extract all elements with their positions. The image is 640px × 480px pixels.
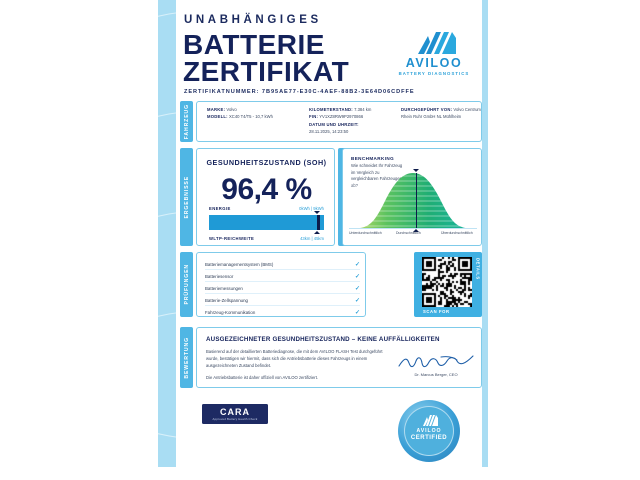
vehicle-odometer-value: 7.384 km (354, 107, 372, 112)
vehicle-performed-value: Volvo Centrum (453, 107, 481, 112)
range-label: WLTP-REICHWEITE (209, 236, 255, 241)
vehicle-col-left: MARKE: Volvo MODELL: XC40 T4/T5 - 10,7 k… (207, 106, 302, 121)
benchmark-tick-high: Überdurchschnittlich (441, 231, 473, 235)
section-tab-assessment-label: BEWERTUNG (183, 336, 190, 379)
vehicle-vin-value: YV1XZ8RW9P2970866 (319, 114, 364, 120)
check-mark-icon: ✓ (354, 285, 360, 292)
soh-value: 96,4 % (221, 173, 312, 206)
soh-bar-fill (209, 215, 317, 230)
check-row-cell-voltage: Batterie-Zellspannung ✓ (205, 295, 360, 306)
soh-bar-marker (316, 215, 320, 230)
check-row-bms: Batteriemanagementsystem (BMS) ✓ (205, 259, 360, 270)
range-marker-icon (314, 231, 320, 234)
benchmark-tick-mid: Durchschnittlich (396, 231, 421, 235)
signature-icon (398, 355, 474, 368)
vehicle-model-label: MODELL: (207, 114, 228, 120)
section-tab-results: ERGEBNISSE (180, 148, 193, 246)
energy-value: 0kWh | 9kWh (299, 206, 324, 211)
check-label: Batteriemanagementsystem (BMS) (205, 261, 274, 267)
benchmark-position-line (415, 173, 418, 229)
vehicle-model-row: MODELL: XC40 T4/T5 - 10,7 kWh (207, 113, 302, 120)
section-tab-checks: PRÜFUNGEN (180, 252, 193, 317)
cara-title: CARA (220, 407, 250, 417)
vehicle-panel: MARKE: Volvo MODELL: XC40 T4/T5 - 10,7 k… (196, 101, 482, 142)
check-row-communication: Fahrzeug-Kommunikation ✓ (205, 307, 360, 318)
vehicle-brand-value: Volvo (226, 107, 237, 112)
section-tab-results-label: ERGEBNISSE (183, 175, 190, 219)
aviloo-wordmark: AVILOO (405, 56, 463, 70)
seal-certified-label: CERTIFIED (410, 435, 448, 441)
benchmark-tick-labels: Unterdurchschnittlich Durchschnittlich Ü… (347, 231, 479, 239)
qr-scan-label: SCAN FOR (423, 309, 450, 314)
certificate-sheet: UNABHÄNGIGES BATTERIE ZERTIFIKAT ZERTIFI… (176, 0, 482, 467)
benchmark-title: BENCHMARKING (351, 156, 395, 161)
aviloo-tagline: BATTERY DIAGNOSTICS (398, 71, 470, 76)
header-kicker: UNABHÄNGIGES (184, 14, 322, 26)
aviloo-logo: AVILOO BATTERY DIAGNOSTICS (388, 32, 480, 82)
vehicle-odometer-label: KILOMETERSTAND: (309, 107, 353, 112)
check-mark-icon: ✓ (354, 261, 360, 268)
assessment-paragraph-2: Die Antriebsbatterie ist daher offiziell… (206, 375, 319, 380)
check-label: Fahrzeug-Kommunikation (205, 310, 256, 315)
check-label: Batteriemessungen (205, 285, 243, 291)
energy-label: ENERGIE (209, 206, 231, 211)
check-row-sensor: Batteriesensor ✓ (205, 271, 360, 282)
seal-aviloo-mark-icon (423, 415, 438, 426)
range-value: 43km | 45km (300, 236, 324, 241)
qr-code-block[interactable]: DETAILS SCAN FOR (414, 252, 482, 317)
check-mark-icon: ✓ (354, 310, 360, 316)
vehicle-brand-label: MARKE: (207, 107, 226, 112)
page-title-line1: BATTERIE (183, 29, 325, 60)
cara-subtitle: Approved Battery Health Check (212, 417, 258, 421)
vehicle-datetime-value: 28.11.2025, 14:23:50 (309, 129, 349, 135)
assessment-paragraph-1: Basierend auf der detaillierten Batterie… (206, 349, 383, 368)
check-row-measurements: Batteriemessungen ✓ (205, 283, 360, 294)
cara-logo: CARA Approved Battery Health Check (202, 404, 268, 424)
vehicle-vin-label: FIN: (309, 114, 319, 120)
vehicle-datetime-label: DATUM UND UHRZEIT: (309, 121, 359, 127)
benchmark-description: Wie schneidet Ihr Fahrzeug im Vergleich … (351, 163, 403, 188)
soh-panel: GESUNDHEITSZUSTAND (SOH) 96,4 % ENERGIE … (196, 148, 335, 246)
vehicle-performed-label: DURCHGEFÜHRT VON: (401, 107, 453, 112)
vehicle-datetime-label-row: DATUM UND UHRZEIT: (309, 121, 397, 128)
benchmark-marker-bottom-icon (413, 229, 420, 232)
check-mark-icon: ✓ (354, 273, 360, 280)
vehicle-vin-row: FIN: YV1XZ8RW9P2970866 (309, 113, 397, 120)
check-label: Batteriesensor (205, 273, 234, 279)
benchmark-tick-low: Unterdurchschnittlich (349, 231, 382, 235)
vehicle-model-value: XC40 T4/T5 - 10,7 kWh (229, 114, 273, 120)
qr-code-image[interactable] (422, 257, 472, 307)
assessment-title: AUSGEZEICHNETER GESUNDHEITSZUSTAND – KEI… (206, 336, 440, 343)
benchmark-axis (349, 228, 477, 229)
section-tab-vehicle: FAHRZEUG (180, 101, 193, 142)
check-label: Batterie-Zellspannung (205, 297, 248, 303)
vehicle-performed-value2: Rhein Ruhr GmbH NL Mühlheim (401, 114, 462, 120)
qr-details-label: DETAILS (475, 258, 481, 280)
signature-name: Dr. Marcus Berger, CEO (414, 372, 458, 377)
certificate-header: UNABHÄNGIGES BATTERIE ZERTIFIKAT ZERTIFI… (176, 10, 482, 95)
vehicle-performed-row: DURCHGEFÜHRT VON: Volvo Centrum (401, 106, 481, 113)
energy-marker-icon (314, 211, 320, 214)
soh-title: GESUNDHEITSZUSTAND (SOH) (206, 158, 327, 167)
soh-bar-track (209, 215, 324, 230)
vehicle-brand-row: MARKE: Volvo (207, 106, 302, 113)
benchmark-bell-curve (347, 173, 479, 229)
checks-panel: Batteriemanagementsystem (BMS) ✓ Batteri… (196, 252, 366, 317)
page-title-line2: ZERTIFIKAT (183, 56, 350, 87)
assessment-panel: AUSGEZEICHNETER GESUNDHEITSZUSTAND – KEI… (196, 327, 482, 388)
vehicle-col-mid: KILOMETERSTAND: 7.384 km FIN: YV1XZ8RW9P… (309, 106, 397, 135)
seal-wordmark: AVILOO (416, 428, 442, 434)
aviloo-certified-seal: AVILOO CERTIFIED (398, 400, 460, 462)
section-tab-assessment: BEWERTUNG (180, 327, 193, 388)
certificate-number: ZERTIFIKATNUMMER: 7B95AE77-E30C-4AEF-88B… (184, 89, 415, 95)
seal-inner-ring (404, 406, 454, 456)
vehicle-col-right: DURCHGEFÜHRT VON: Volvo Centrum Rhein Ru… (401, 106, 481, 121)
section-tab-vehicle-label: FAHRZEUG (183, 103, 190, 140)
vehicle-odometer-row: KILOMETERSTAND: 7.384 km (309, 106, 397, 113)
section-tab-checks-label: PRÜFUNGEN (183, 264, 190, 305)
benchmark-panel: BENCHMARKING Wie schneidet Ihr Fahrzeug … (342, 148, 482, 246)
aviloo-mark-icon (418, 32, 456, 54)
check-mark-icon: ✓ (354, 297, 360, 304)
benchmark-marker-top-icon (413, 169, 420, 172)
